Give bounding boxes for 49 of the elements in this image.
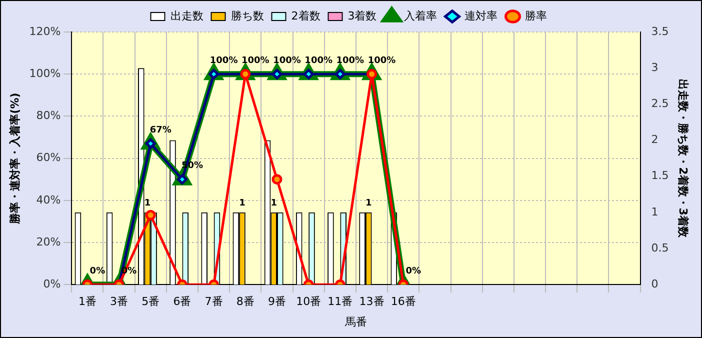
data-label: 100% xyxy=(304,56,332,66)
x-tick-label: 8番 xyxy=(236,295,254,308)
y2-tick-label: 2.5 xyxy=(651,97,669,110)
legend-label: 3着数 xyxy=(348,9,377,22)
legend-label: 入着率 xyxy=(404,9,438,22)
y-tick-label: 40% xyxy=(36,193,61,206)
data-label: 100% xyxy=(210,56,238,66)
x-tick-label: 1番 xyxy=(78,295,96,308)
data-label: 1 xyxy=(365,198,372,208)
y-tick-label: 100% xyxy=(29,66,61,80)
y-axis-title: 勝率・連対率・入着率(%) xyxy=(8,92,22,225)
legend-label: 出走数 xyxy=(170,9,204,22)
data-label: 1 xyxy=(144,198,151,208)
x-tick-label: 13番 xyxy=(359,295,384,308)
y2-tick-label: 0 xyxy=(651,277,658,290)
x-tick-label: 6番 xyxy=(173,295,192,308)
x-axis-title: 馬番 xyxy=(344,315,367,328)
legend-label: 連対率 xyxy=(464,9,498,22)
y2-tick-label: 1 xyxy=(651,205,658,218)
x-tick-label: 10番 xyxy=(296,295,322,308)
data-label: 100% xyxy=(273,56,301,66)
data-label: 1 xyxy=(270,198,277,208)
y-tick-label: 0% xyxy=(43,277,61,290)
data-label: 67% xyxy=(150,125,172,136)
y-tick-label: 20% xyxy=(36,235,61,248)
y2-tick-label: 0.5 xyxy=(651,241,669,254)
y-tick-label: 80% xyxy=(36,109,61,122)
legend-label: 勝率 xyxy=(525,9,548,22)
y2-axis-title: 出走数・勝ち数・2着数・3着数 xyxy=(676,79,690,238)
data-label: 100% xyxy=(242,56,270,66)
x-tick-label: 7番 xyxy=(204,295,223,308)
data-label: 0% xyxy=(406,266,422,276)
y2-tick-label: 2 xyxy=(651,133,658,146)
x-tick-label: 9番 xyxy=(268,295,286,308)
y2-tick-label: 1.5 xyxy=(651,169,669,182)
y-tick-label: 60% xyxy=(36,151,61,164)
x-tick-label: 3番 xyxy=(110,295,128,308)
legend-label: 2着数 xyxy=(291,9,320,22)
y2-tick-label: 3 xyxy=(651,60,658,74)
legend-label: 勝ち数 xyxy=(230,9,264,22)
data-label: 1 xyxy=(239,198,246,208)
y2-tick-label: 3.5 xyxy=(651,24,669,38)
x-tick-label: 5番 xyxy=(142,295,160,308)
data-label: 100% xyxy=(368,56,396,66)
x-tick-label: 11番 xyxy=(328,295,353,308)
data-label: 100% xyxy=(336,56,364,66)
x-tick-label: 16番 xyxy=(390,295,416,308)
y-tick-label: 120% xyxy=(29,24,61,38)
data-label: 0% xyxy=(90,266,106,276)
